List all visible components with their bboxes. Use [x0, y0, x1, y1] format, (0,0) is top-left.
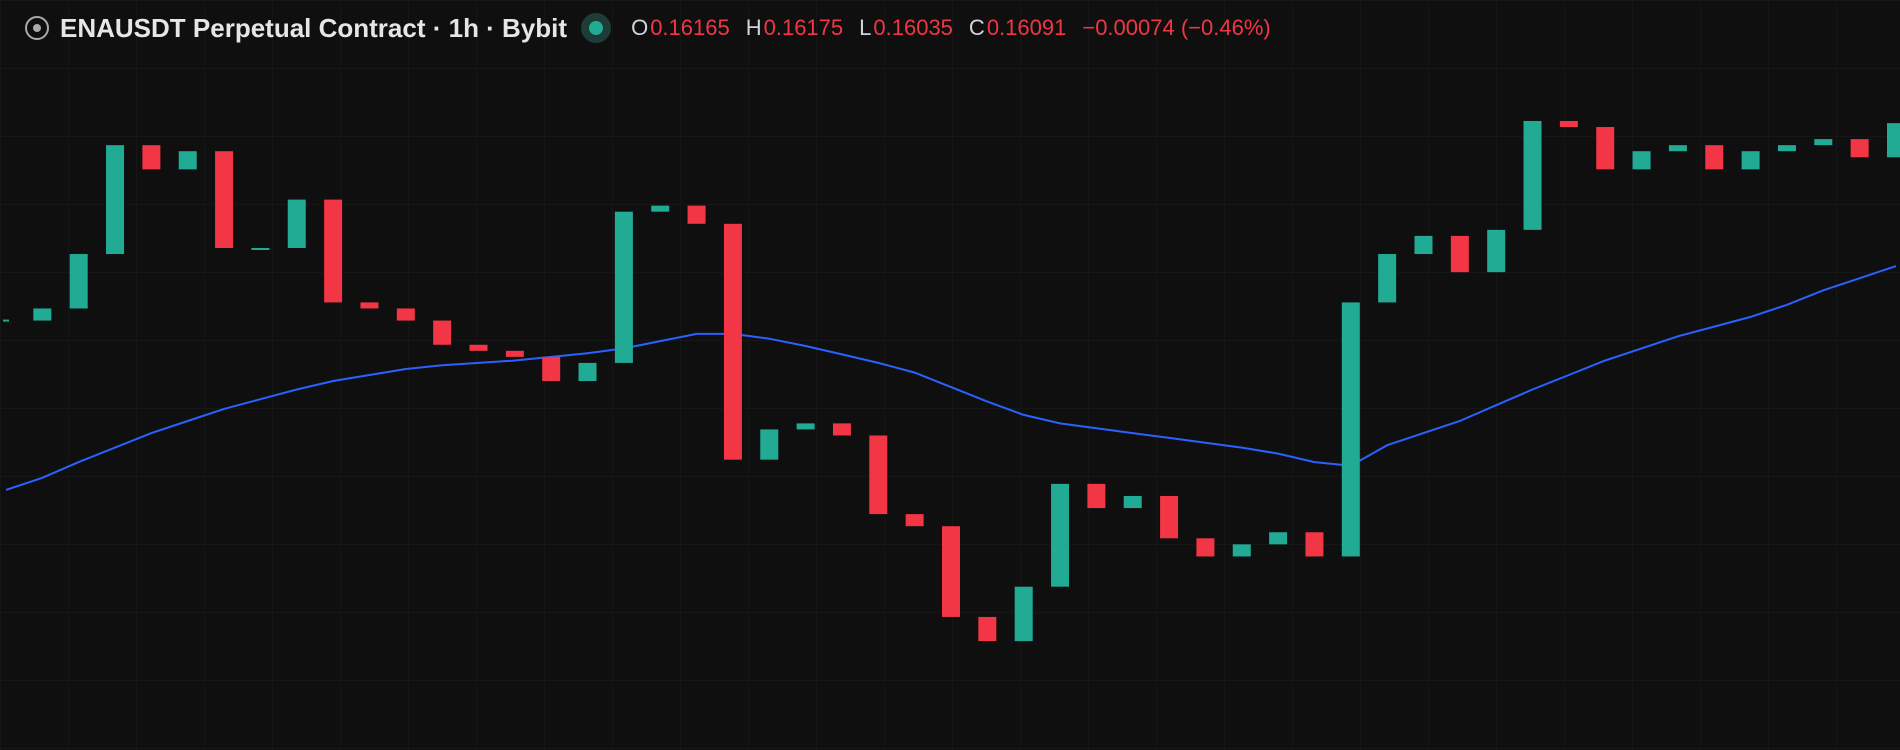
candle	[106, 145, 125, 255]
candle	[1559, 120, 1578, 128]
candle	[1632, 151, 1651, 170]
candle	[760, 429, 779, 460]
candle	[1014, 586, 1033, 642]
candle	[1378, 254, 1397, 303]
symbol-icon	[25, 16, 49, 40]
candle	[905, 514, 924, 527]
low-label: L	[859, 15, 872, 40]
open-label: O	[631, 15, 649, 40]
candle	[578, 362, 597, 382]
candle	[1123, 495, 1142, 509]
candle	[796, 423, 815, 430]
candle	[1160, 495, 1179, 539]
candle	[978, 616, 997, 642]
candle	[178, 151, 197, 170]
candle	[614, 211, 633, 363]
candle	[723, 223, 742, 460]
moving-average	[5, 265, 1897, 491]
low-value: 0.16035	[873, 15, 953, 40]
candle	[1596, 127, 1615, 170]
candle	[1450, 235, 1469, 273]
candle	[396, 308, 415, 321]
candle	[1269, 532, 1288, 545]
high-label: H	[745, 15, 762, 40]
candle	[324, 199, 343, 303]
candle	[869, 435, 888, 515]
candle	[469, 344, 488, 351]
legend-header: ENAUSDT Perpetual Contract · 1h · Bybit …	[24, 12, 1271, 44]
market-status[interactable]	[581, 13, 612, 43]
candle	[832, 423, 851, 436]
candle	[1305, 532, 1324, 557]
candle	[1196, 538, 1215, 557]
candle	[1777, 145, 1796, 152]
candle	[1705, 145, 1724, 170]
high-value: 0.16175	[763, 15, 844, 40]
candle	[542, 356, 561, 382]
candle	[1341, 302, 1360, 557]
candle	[687, 205, 706, 224]
candle	[251, 247, 270, 250]
candle	[1051, 483, 1070, 587]
candle	[3, 319, 9, 322]
candle	[215, 151, 234, 248]
candle	[1814, 139, 1833, 146]
candle	[33, 308, 52, 321]
candle	[1741, 151, 1760, 170]
change-value: −0.00074 (−0.46%)	[1082, 15, 1271, 40]
close-value: 0.16091	[986, 15, 1067, 40]
open-value: 0.16165	[650, 15, 730, 40]
candle	[1487, 229, 1506, 273]
candle	[142, 145, 161, 170]
candle	[651, 205, 670, 212]
candle	[942, 526, 960, 617]
close-label: C	[968, 15, 985, 40]
candle	[1523, 120, 1542, 230]
candle	[1232, 544, 1251, 557]
candle	[1087, 483, 1106, 509]
candle	[360, 302, 379, 309]
symbol-title[interactable]: ENAUSDT Perpetual Contract · 1h · Bybit	[60, 12, 568, 43]
candle	[1850, 139, 1869, 158]
candle	[1887, 123, 1900, 158]
candle	[1414, 235, 1433, 255]
candle	[287, 199, 306, 248]
candle	[69, 254, 88, 309]
candle	[433, 320, 452, 345]
candle	[505, 350, 524, 357]
candle	[1668, 145, 1687, 152]
